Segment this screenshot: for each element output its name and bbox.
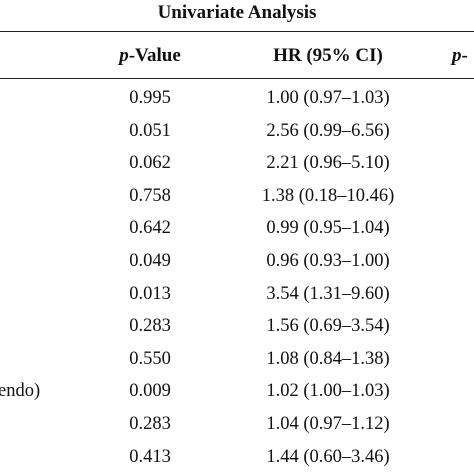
p-value-cell: 0.758: [129, 185, 171, 206]
hr-cell: 2.56 (0.99–6.56): [266, 120, 390, 141]
hr-cell: 2.21 (0.96–5.10): [266, 153, 390, 174]
rule: [0, 78, 474, 79]
p-value-cell: 0.283: [129, 316, 171, 337]
header-text: -Value: [128, 45, 181, 66]
p-value-cell: 0.413: [129, 446, 171, 467]
column-header: HR (95% CI): [273, 45, 383, 66]
header-text: -: [461, 45, 468, 66]
rule: [0, 31, 474, 32]
table-title: Univariate Analysis: [157, 2, 317, 23]
row-label-fragment: endo): [0, 381, 41, 402]
hr-cell: 1.38 (0.18–10.46): [261, 185, 395, 206]
hr-cell: 1.04 (0.97–1.12): [266, 414, 390, 434]
p-value-cell: 0.049: [129, 251, 171, 271]
column-header: p-: [452, 43, 468, 69]
p-value-cell: 0.550: [129, 348, 171, 369]
column-header: p-Value: [100, 43, 200, 69]
hr-cell: 3.54 (1.31–9.60): [266, 283, 390, 304]
hr-cell: 1.02 (1.00–1.03): [266, 381, 390, 402]
p-value-cell: 0.009: [129, 381, 171, 402]
hr-cell: 0.96 (0.93–1.00): [266, 251, 390, 271]
hr-cell: 1.56 (0.69–3.54): [266, 316, 390, 337]
hr-cell: 1.00 (0.97–1.03): [266, 88, 390, 108]
p-value-cell: 0.642: [129, 218, 171, 239]
hr-cell: 1.08 (0.84–1.38): [266, 348, 390, 369]
header-italic: p: [119, 45, 129, 66]
hr-cell: 1.44 (0.60–3.46): [266, 446, 390, 467]
header-italic: p: [452, 45, 462, 66]
p-value-cell: 0.062: [129, 153, 171, 174]
p-value-cell: 0.013: [129, 283, 171, 304]
hr-cell: 0.99 (0.95–1.04): [266, 218, 390, 239]
p-value-cell: 0.051: [129, 120, 171, 141]
p-value-cell: 0.283: [129, 414, 171, 434]
p-value-cell: 0.995: [129, 88, 171, 108]
